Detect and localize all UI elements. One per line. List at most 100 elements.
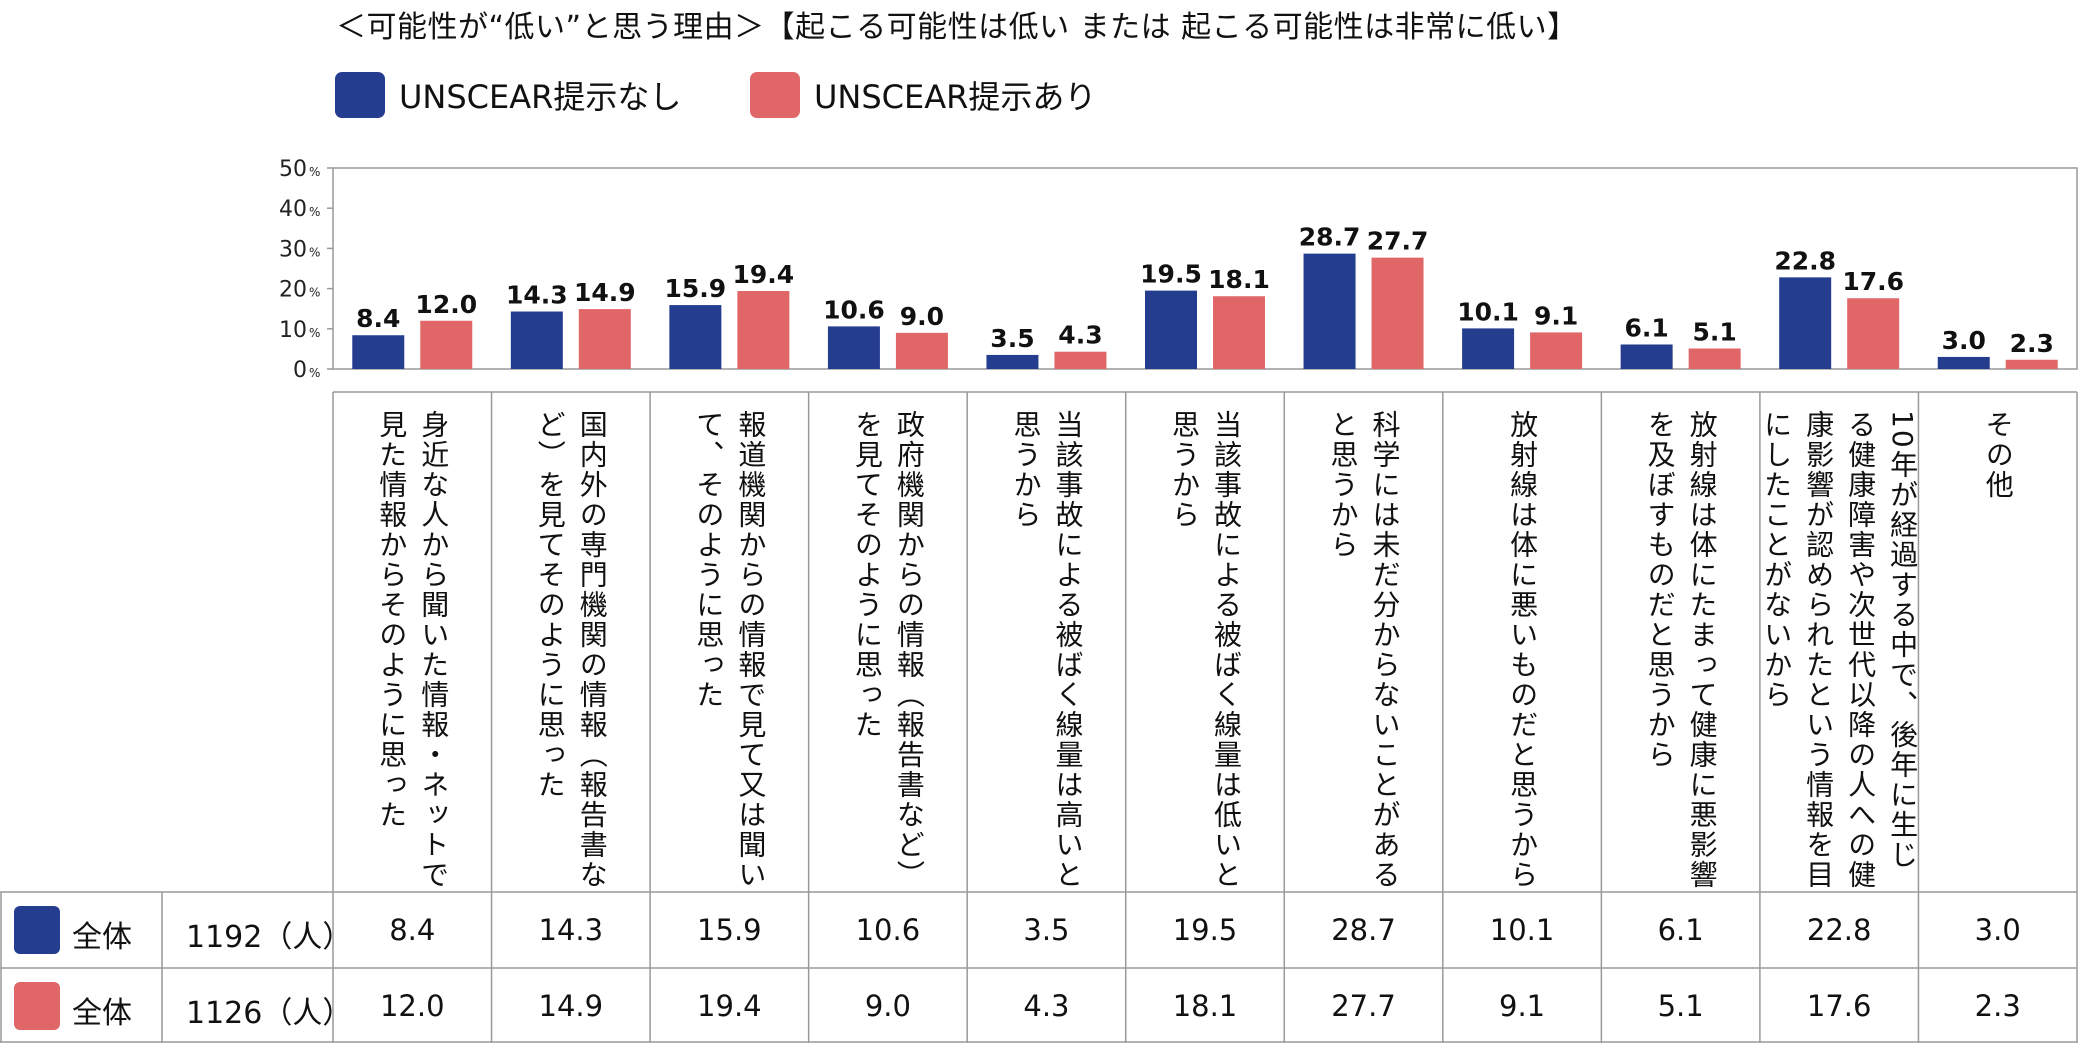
bar-series2-0 [420,320,473,369]
table-cell-r0-c8: 6.1 [1657,913,1704,947]
value-label-series2-1: 14.9 [574,278,636,307]
category-label-2: 報道機関からの情報で見て又は聞いて、そのように思った [692,410,768,890]
value-label-series1-5: 19.5 [1140,260,1202,289]
value-label-series2-5: 18.1 [1208,265,1270,294]
category-cell-4: 当該事故による被ばく線量は高いと思うから [967,392,1126,892]
category-cell-0: 身近な人から聞いた情報・ネットで見た情報からそのように思った [333,392,492,892]
table-cell-r0-c4: 3.5 [1023,913,1070,947]
bar-series1-2 [669,305,722,369]
bar-series1-7 [1462,328,1515,369]
table-cell-r0-c10: 3.0 [1974,913,2021,947]
category-cell-9: 10年が経過する中で、後年に生じる健康障害や次世代以降の人への健康影響が認められ… [1760,392,1919,892]
value-label-series2-10: 2.3 [2010,329,2054,358]
table-cell-r1-c9: 17.6 [1806,988,1872,1023]
bar-series2-4 [1054,351,1107,369]
value-label-series1-9: 22.8 [1774,246,1836,275]
table-cell-r0-c9: 22.8 [1806,913,1872,947]
category-label-4: 当該事故による被ばく線量は高いと思うから [1009,410,1085,890]
bar-series1-8 [1620,344,1673,369]
bar-series1-1 [510,311,563,369]
category-cell-7: 放射線は体に悪いものだと思うから [1443,392,1602,892]
value-label-series2-8: 5.1 [1692,317,1736,346]
value-label-series1-7: 10.1 [1457,297,1519,326]
bar-series2-6 [1371,257,1424,369]
table-cell-r0-c6: 28.7 [1331,913,1396,947]
category-cell-3: 政府機関からの情報（報告書など）を見てそのように思った [809,392,968,892]
table-cell-r1-c6: 27.7 [1331,988,1396,1023]
value-label-series1-4: 3.5 [990,324,1034,353]
category-label-7: 放射線は体に悪いものだと思うから [1506,410,1540,890]
table-cell-r1-c1: 14.9 [538,988,604,1023]
table-cell-r1-c2: 19.4 [697,988,762,1023]
category-cell-1: 国内外の専門機関の情報（報告書など）を見てそのように思った [492,392,651,892]
y-tick-label: 40 [279,197,307,222]
category-label-5: 当該事故による被ばく線量は低いと思うから [1167,410,1243,890]
category-label-8: 放射線は体にたまって健康に悪影響を及ぼすものだと思うから [1643,410,1719,890]
value-label-series1-2: 15.9 [665,274,727,303]
table-row-swatch-1 [14,981,60,1030]
value-label-series1-0: 8.4 [356,304,400,333]
category-cell-8: 放射線は体にたまって健康に悪影響を及ぼすものだと思うから [1601,392,1760,892]
value-label-series1-1: 14.3 [506,281,568,310]
value-label-series2-4: 4.3 [1058,321,1102,350]
value-label-series1-3: 10.6 [823,295,885,324]
bar-series2-9 [1847,298,1900,369]
table-cell-r1-c4: 4.3 [1023,988,1070,1023]
legend-item-series1: UNSCEAR提示なし [335,70,681,120]
table-cell-r1-c0: 12.0 [379,988,445,1023]
category-cell-6: 科学には未だ分からないことがあると思うから [1284,392,1443,892]
bar-series1-6 [1303,253,1356,369]
bar-series2-2 [737,291,790,369]
bar-series2-10 [2005,359,2058,369]
table-row-n-0: 1192（人） [186,920,353,955]
table-cell-r1-c10: 2.3 [1974,988,2021,1023]
bar-series2-7 [1530,332,1583,369]
value-label-series2-6: 27.7 [1367,227,1429,256]
value-label-series1-8: 6.1 [1624,313,1668,342]
category-cell-2: 報道機関からの情報で見て又は聞いて、そのように思った [650,392,809,892]
y-tick-label: 0 [293,358,307,383]
legend-label-series1: UNSCEAR提示なし [399,78,682,116]
bar-series2-1 [578,309,631,369]
chart-title: ＜可能性が“低い”と思う理由＞【起こる可能性は低い または 起こる可能性は非常に… [336,10,1578,45]
legend-item-series2: UNSCEAR提示あり [750,70,1096,120]
category-label-1: 国内外の専門機関の情報（報告書など）を見てそのように思った [533,410,609,890]
y-tick-unit: % [309,326,320,340]
legend-label-series2: UNSCEAR提示あり [814,78,1097,116]
plot-frame [332,167,2078,370]
y-tick-label: 10 [279,318,307,343]
bar-series1-10 [1937,356,1990,369]
y-tick-unit: % [309,205,320,219]
table-cell-r1-c7: 9.1 [1499,988,1546,1023]
y-tick-label: 30 [279,237,307,262]
table-cell-r0-c3: 10.6 [855,913,921,947]
y-tick-unit: % [309,286,320,300]
value-label-series2-7: 9.1 [1534,301,1578,330]
value-label-series2-0: 12.0 [415,290,477,319]
category-label-6: 科学には未だ分からないことがあると思うから [1326,410,1402,890]
table-cell-r0-c2: 15.9 [697,913,762,947]
y-tick-label: 20 [279,278,307,303]
category-label-10: その他 [1981,410,2015,500]
y-tick-unit: % [309,165,320,179]
legend-swatch-series1 [335,72,385,118]
bar-series1-3 [827,326,880,369]
category-label-3: 政府機関からの情報（報告書など）を見てそのように思った [850,410,926,890]
table-cell-r1-c8: 5.1 [1657,988,1704,1023]
table-row-n-1: 1126（人） [186,995,353,1031]
legend-swatch-series2 [750,72,800,118]
y-tick-unit: % [309,366,320,380]
table-row-swatch-0 [14,906,60,954]
bar-series2-3 [895,332,948,369]
y-tick-label: 50 [279,157,307,182]
bar-series2-8 [1688,348,1741,369]
value-label-series2-3: 9.0 [900,302,944,331]
value-label-series2-2: 19.4 [733,260,795,289]
category-label-0: 身近な人から聞いた情報・ネットで見た情報からそのように思った [375,410,451,890]
category-cell-10: その他 [1918,392,2077,892]
bar-series1-9 [1779,277,1832,369]
bar-series1-4 [986,354,1039,369]
table-cell-r0-c5: 19.5 [1172,913,1238,947]
table-row-label-1: 全体 [72,995,132,1031]
